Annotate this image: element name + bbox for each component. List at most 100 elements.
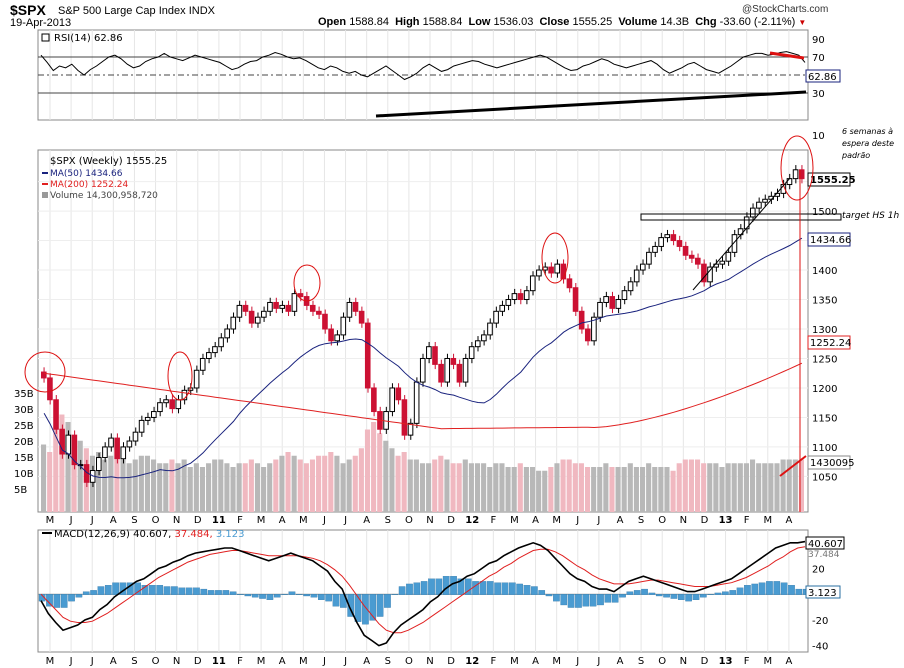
price-tick-label: 1400 <box>812 266 837 277</box>
volume-bar <box>768 463 774 512</box>
volume-bar <box>756 463 762 512</box>
exchange-label: INDX <box>188 5 215 17</box>
volume-bar <box>254 463 261 512</box>
ma200-legend: MA(200) 1252.24 <box>50 180 128 190</box>
x-tick-label-bottom: A <box>785 656 792 667</box>
macd-histogram-bar <box>655 594 663 597</box>
high-label: High <box>395 16 420 28</box>
macd-histogram-bar <box>501 582 509 595</box>
highlight-circle <box>293 264 321 302</box>
volume-bar <box>450 463 456 512</box>
volume-bar <box>187 467 193 512</box>
x-tick-label-bottom: J <box>322 656 326 667</box>
volume-bar <box>591 467 597 512</box>
index-name-text: S&P 500 Large Cap Index <box>58 5 186 17</box>
candle-body <box>572 287 579 312</box>
x-tick-label-bottom: O <box>152 656 160 667</box>
candle-body <box>41 371 47 379</box>
candle-body <box>676 240 683 247</box>
volume-bar <box>102 459 108 512</box>
volume-bar <box>664 467 670 512</box>
x-tick-label-bottom: A <box>110 656 117 667</box>
candle-body <box>762 198 768 203</box>
macd-signal-line <box>40 546 806 634</box>
x-tick-label-top: J <box>90 515 94 526</box>
candle-body <box>701 263 707 283</box>
candle-body <box>96 457 102 472</box>
macd-line <box>40 540 806 647</box>
volume-bar <box>572 463 578 512</box>
macd-histogram-bar <box>75 594 83 598</box>
volume-bar <box>65 422 71 512</box>
candle-body <box>682 245 689 256</box>
x-tick-label-bottom: M <box>257 656 266 667</box>
macd-histogram-bar <box>744 585 751 595</box>
candle-body <box>554 263 561 274</box>
x-tick-label-bottom: F <box>744 656 750 667</box>
macd-histogram-bar <box>347 594 355 617</box>
volume-bar <box>279 455 285 512</box>
candle-body <box>474 340 481 348</box>
rsi-tick-label: 90 <box>812 35 825 46</box>
macd-tick-label: -40 <box>812 642 828 653</box>
x-tick-label-bottom: M <box>763 656 772 667</box>
candle-body <box>432 346 438 365</box>
volume-bar <box>59 414 65 512</box>
candle-body <box>248 310 255 324</box>
macd-histogram-bar <box>185 587 193 595</box>
candle-body <box>261 310 267 318</box>
volume-bar <box>719 467 725 512</box>
macd-histogram-bar <box>171 586 178 595</box>
volume-bar <box>474 463 481 512</box>
candle-body <box>102 446 108 459</box>
candle-body <box>254 316 261 324</box>
macd-histogram-bar <box>90 590 97 595</box>
volume-bar <box>481 463 487 512</box>
macd-histogram-bar <box>281 594 288 595</box>
volume-bar <box>407 459 413 512</box>
x-tick-label-bottom: F <box>237 656 243 667</box>
candle-body <box>358 310 365 324</box>
volume-tick-label: 30B <box>14 405 34 416</box>
pattern-note-3: padrão <box>841 151 870 160</box>
x-tick-label-bottom: S <box>131 656 137 667</box>
macd-histogram-bar <box>729 590 737 595</box>
macd-histogram-bar <box>237 594 244 595</box>
volume-bar <box>542 470 548 512</box>
macd-histogram-bar <box>193 587 200 595</box>
macd-histogram-bar <box>758 582 766 595</box>
x-tick-label-bottom: M <box>510 656 519 667</box>
candle-body <box>334 334 340 342</box>
macd-histogram-bar <box>648 592 656 595</box>
volume-bar <box>560 459 566 512</box>
candle-body <box>450 357 457 365</box>
volume-bar <box>199 467 206 512</box>
x-tick-label-bottom: F <box>490 656 496 667</box>
x-tick-label-bottom: M <box>46 656 55 667</box>
x-tick-label-top: S <box>638 515 644 526</box>
macd-tick-label: 20 <box>812 565 825 576</box>
x-tick-label-top: D <box>447 515 455 526</box>
x-tick-label-top: F <box>744 515 750 526</box>
macd-histogram-bar <box>420 581 428 595</box>
x-tick-label-bottom: A <box>532 656 539 667</box>
candle-body <box>175 399 182 410</box>
macd-tick-label: -20 <box>812 616 828 627</box>
candle-body <box>426 346 432 359</box>
candle-body <box>615 299 622 309</box>
candle-body <box>138 419 145 433</box>
volume-bar <box>206 463 212 512</box>
candle-body <box>517 293 524 301</box>
volume-bar <box>762 463 768 512</box>
candle-body <box>193 369 200 389</box>
volume-bar <box>364 429 371 512</box>
candle-body <box>621 290 628 301</box>
x-tick-label-top: A <box>363 515 370 526</box>
macd-histogram-bar <box>531 586 538 595</box>
volume-bar <box>316 455 322 512</box>
candle-body <box>646 251 652 265</box>
macd-histogram-bar <box>457 578 465 595</box>
macd-histogram-bar <box>60 594 68 608</box>
volume-bar <box>456 463 462 512</box>
ma50-line <box>43 237 803 479</box>
